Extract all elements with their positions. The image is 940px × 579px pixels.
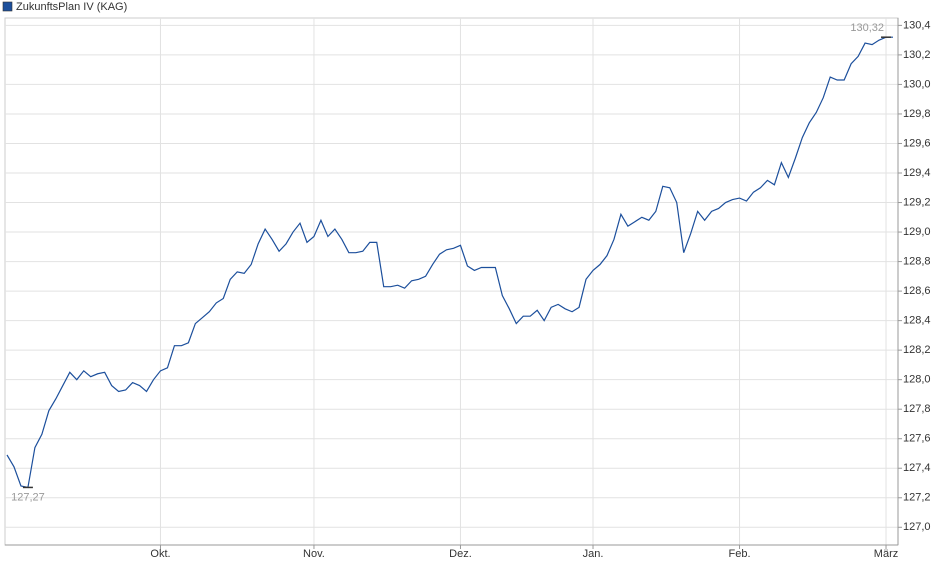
x-tick-label: Nov. <box>303 548 325 560</box>
y-tick-label: 130,0 <box>903 78 931 90</box>
legend: ZukunftsPlan IV (KAG) <box>2 1 127 13</box>
y-tick-label: 129,4 <box>903 167 931 179</box>
y-tick-label: 128,0 <box>903 374 931 386</box>
x-tick-label: Jan. <box>583 548 604 560</box>
y-tick-label: 130,4 <box>903 19 931 31</box>
plot-area <box>4 17 899 546</box>
x-tick-label: März <box>874 548 898 560</box>
x-tick-label: Okt. <box>150 548 170 560</box>
legend-swatch <box>2 1 13 12</box>
y-tick-label: 129,8 <box>903 108 931 120</box>
x-tick-label: Feb. <box>729 548 751 560</box>
data-line <box>6 36 893 489</box>
y-tick-label: 130,2 <box>903 49 931 61</box>
y-tick-label: 129,6 <box>903 137 931 149</box>
y-tick-label: 127,6 <box>903 433 931 445</box>
y-tick-label: 129,2 <box>903 196 931 208</box>
y-tick-label: 128,4 <box>903 315 931 327</box>
x-tick-label: Dez. <box>449 548 472 560</box>
y-tick-label: 127,2 <box>903 492 931 504</box>
y-tick-label: 129,0 <box>903 226 931 238</box>
value-label: 127,27 <box>11 491 45 503</box>
value-label: 130,32 <box>850 22 884 34</box>
y-tick-label: 128,6 <box>903 285 931 297</box>
y-tick-label: 127,0 <box>903 521 931 533</box>
y-tick-label: 127,8 <box>903 403 931 415</box>
legend-label: ZukunftsPlan IV (KAG) <box>16 1 127 13</box>
y-tick-label: 127,4 <box>903 462 931 474</box>
y-tick-label: 128,2 <box>903 344 931 356</box>
y-tick-label: 128,8 <box>903 255 931 267</box>
